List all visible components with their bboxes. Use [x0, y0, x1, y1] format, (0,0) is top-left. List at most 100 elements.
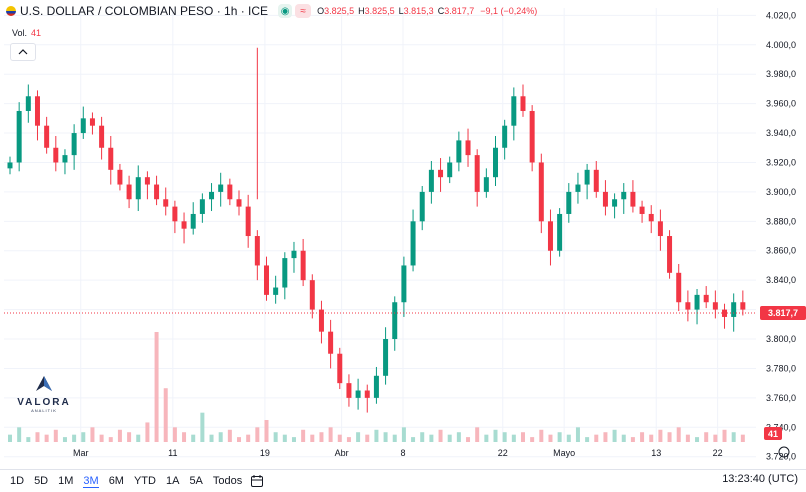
timeframe-ytd[interactable]: YTD: [133, 475, 156, 487]
y-tick-label: 3.780,0: [766, 363, 796, 373]
volume-bar: [685, 434, 690, 442]
volume-bar: [530, 437, 535, 442]
candle-body: [612, 199, 618, 207]
ohlc-high: H3.825,5: [358, 6, 395, 16]
volume-bar: [191, 434, 196, 442]
volume-bar: [740, 434, 745, 442]
candle-body: [89, 118, 95, 126]
volume-bar: [227, 429, 232, 442]
candle-body: [300, 250, 306, 281]
timeframe-1m[interactable]: 1M: [58, 475, 74, 487]
timeframe-3m[interactable]: 3M: [83, 474, 99, 488]
candle-body: [53, 147, 59, 163]
volume-bar: [502, 432, 507, 442]
flag-icon: [6, 6, 16, 16]
y-tick-label: 3.920,0: [766, 157, 796, 167]
candle-body: [712, 302, 718, 310]
volume-bar: [374, 429, 379, 442]
candle-body: [621, 191, 627, 200]
candle-body: [483, 177, 489, 192]
volume-bar: [411, 437, 416, 442]
candle-body: [428, 169, 434, 192]
time-axis-separator: [0, 469, 806, 470]
chevron-up-icon: [18, 49, 28, 55]
candle-body: [676, 272, 682, 303]
candle-body: [181, 221, 187, 229]
timeframe-5a[interactable]: 5A: [189, 475, 203, 487]
last-volume-tag: [764, 427, 782, 440]
candle-body: [236, 199, 242, 207]
candle-body: [502, 125, 508, 148]
circle-dot-icon[interactable]: ◉: [278, 4, 293, 18]
candle-body: [254, 236, 260, 266]
candle-body: [667, 236, 673, 273]
volume-bar: [337, 434, 342, 442]
volume-bar: [466, 437, 471, 442]
candle-body: [291, 250, 297, 259]
volume-bar: [346, 437, 351, 442]
volume-bar: [246, 434, 251, 442]
candle-body: [108, 147, 114, 170]
candle-body: [648, 213, 654, 222]
wave-icon[interactable]: ≈: [295, 4, 312, 18]
last-price-tag: [760, 305, 806, 320]
y-tick-label: 3.980,0: [766, 69, 796, 79]
candle-body: [71, 133, 77, 156]
volume-bar: [127, 432, 132, 442]
y-tick-label: 3.940,0: [766, 128, 796, 138]
candle-body: [7, 162, 13, 169]
x-tick-label: 8: [401, 448, 406, 458]
candle-body: [62, 155, 68, 163]
timeframe-1a[interactable]: 1A: [165, 475, 180, 487]
timeframe-5d[interactable]: 5D: [34, 475, 49, 487]
candle-body: [227, 184, 233, 200]
x-tick-label: 13: [651, 448, 661, 458]
candle-body: [731, 302, 737, 317]
candle-body: [44, 125, 50, 148]
candle-body: [16, 110, 22, 163]
y-tick-label: 3.760,0: [766, 393, 796, 403]
candle-body: [154, 184, 160, 200]
y-tick-label: 4.000,0: [766, 40, 796, 50]
volume-bar: [237, 437, 242, 442]
timeframe-1d[interactable]: 1D: [10, 475, 25, 487]
timeframe-todos[interactable]: Todos: [212, 475, 243, 487]
volume-bar: [264, 420, 269, 442]
timeframe-6m[interactable]: 6M: [108, 475, 124, 487]
volume-bar: [255, 427, 260, 442]
volume-bar: [117, 429, 122, 442]
candle-body: [410, 221, 416, 266]
candle-body: [694, 294, 700, 310]
volume-bar: [658, 429, 663, 442]
candle-body: [34, 96, 40, 126]
settings-icon[interactable]: [778, 446, 790, 458]
candle-body: [547, 221, 553, 251]
volume-bar: [365, 434, 370, 442]
volume-bar: [8, 434, 12, 442]
candle-body: [520, 96, 526, 111]
volume-bar: [594, 434, 599, 442]
collapse-legend-button[interactable]: [10, 43, 36, 61]
x-tick-label: Abr: [335, 448, 349, 458]
volume-bar: [585, 437, 590, 442]
candle-body: [383, 339, 389, 376]
utc-clock[interactable]: 13:23:40 (UTC): [722, 473, 798, 485]
candle-body: [456, 140, 462, 163]
candle-body: [740, 302, 746, 310]
x-tick-label: Mayo: [553, 448, 575, 458]
date-range-icon[interactable]: [250, 474, 264, 488]
volume-bar: [612, 429, 617, 442]
candle-body: [575, 184, 581, 192]
volume-bar: [484, 434, 489, 442]
candle-body: [190, 213, 196, 229]
candle-body: [126, 184, 132, 200]
x-tick-label: Mar: [73, 448, 89, 458]
candle-body: [209, 191, 215, 200]
volume-bar: [44, 434, 49, 442]
candle-body: [135, 177, 141, 200]
volume-bar: [53, 429, 58, 442]
volume-bar: [145, 422, 150, 442]
symbol-title[interactable]: U.S. DOLLAR / COLOMBIAN PESO · 1h · ICE: [20, 4, 269, 18]
